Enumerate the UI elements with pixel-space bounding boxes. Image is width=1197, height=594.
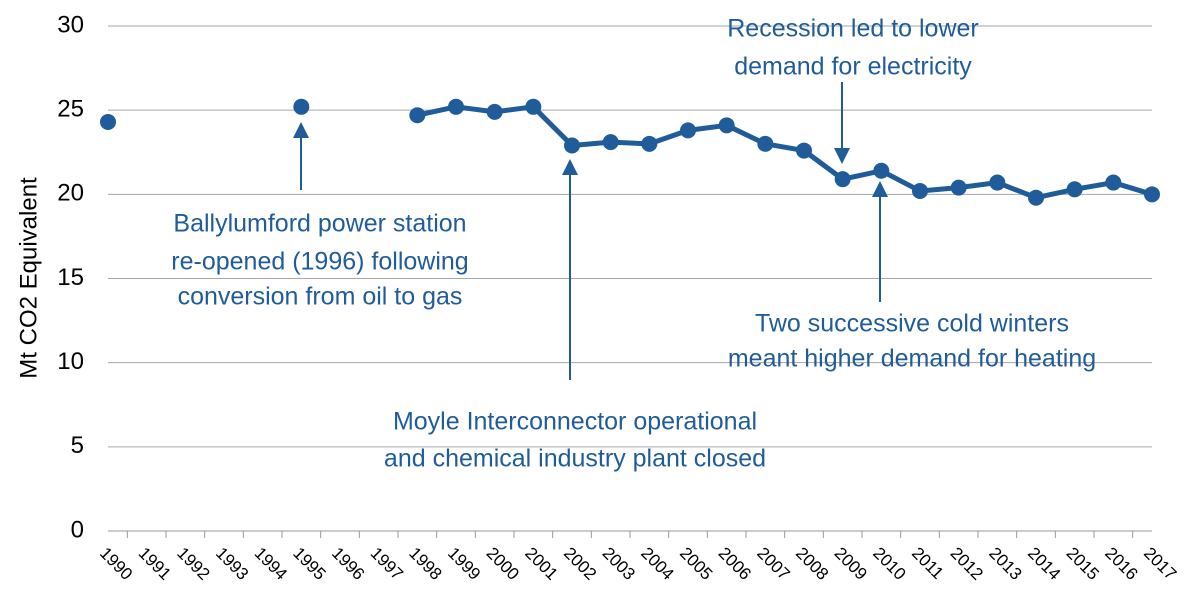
x-tick-label: 2016 [1101,544,1141,584]
point [718,117,735,134]
annotation: and chemical industry plant closed [384,445,766,473]
annotation: Two successive cold winters [755,310,1069,338]
point [989,174,1006,191]
point [757,135,774,152]
x-tick-label: 2015 [1063,544,1103,584]
point [564,137,580,154]
point [950,179,967,196]
x-tick-label: 2005 [676,544,716,584]
point [1144,186,1160,203]
x-tick-label: 2002 [560,544,600,584]
x-tick-label: 2001 [521,544,561,584]
x-tick-label: 2014 [1024,544,1064,584]
annotation: Recession led to lower [727,15,979,43]
y-tick-label: 5 [71,432,84,459]
y-tick-label: 15 [57,264,84,291]
annotation: re-opened (1996) following [171,248,468,276]
x-tick-label: 1998 [405,544,445,584]
x-tick-label: 2013 [985,544,1025,584]
annotation: Moyle Interconnector operational [393,408,757,436]
annotation: meant higher demand for heating [728,345,1096,373]
point [796,142,812,159]
point [602,134,619,151]
line [416,104,1153,201]
x-tick-label: 2012 [947,544,987,584]
x-tick-label: 1992 [173,544,213,584]
x-tick-label: 2011 [908,544,947,583]
x-tick-label: 1990 [96,544,136,584]
point [834,171,851,188]
point [486,103,503,120]
x-tick-label: 1993 [212,544,252,584]
x-tick-label: 2003 [599,544,639,584]
x-tick-label: 1994 [251,544,291,584]
annotation: demand for electricity [734,53,972,81]
x-tick-label: 1991 [135,544,175,584]
x-tick-label: 2010 [869,544,909,584]
point [680,122,696,139]
point [1028,189,1044,206]
annotation: conversion from oil to gas [178,283,463,311]
annotation: Ballylumford power station [173,210,466,238]
point [1066,181,1083,198]
y-tick-label: 0 [71,516,84,543]
point [409,107,426,124]
point [100,113,116,130]
x-tick-label: 1997 [367,544,407,584]
point [1105,174,1122,191]
point [293,98,310,115]
y-axis-title: Mt CO2 Equivalent [15,177,42,379]
point [525,98,542,115]
x-tick-label: 1995 [289,544,329,584]
point [912,182,928,199]
point [641,135,658,152]
x-tick-label: 2008 [792,544,832,584]
y-tick-label: 20 [57,180,84,207]
y-tick-label: 25 [57,96,84,123]
x-tick-label: 2004 [637,544,677,584]
x-tick-label: 1999 [444,544,484,584]
x-tick-label: 2006 [715,544,755,584]
point [448,98,464,115]
x-tick-label: 1996 [328,544,368,584]
y-tick-label: 30 [57,11,84,38]
x-tick-label: 2009 [831,544,871,584]
x-tick-label: 2007 [753,544,793,584]
x-tick-label: 2000 [483,544,523,584]
y-tick-label: 10 [57,348,84,375]
point [873,162,890,179]
x-tick-label: 2017 [1140,544,1180,584]
